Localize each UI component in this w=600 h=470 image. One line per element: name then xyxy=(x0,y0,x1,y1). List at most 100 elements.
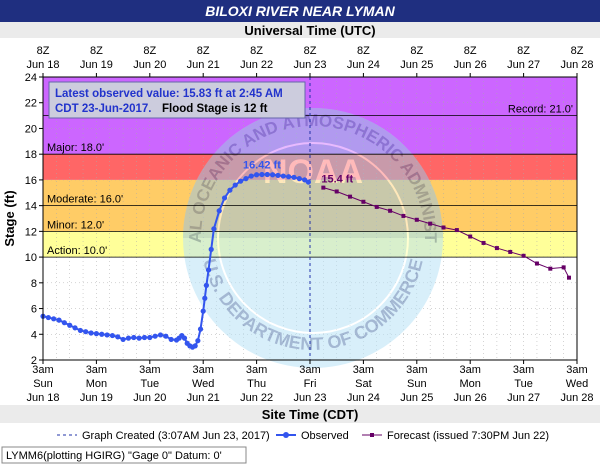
top-tick-label-utc: 8Z xyxy=(304,45,317,57)
y-tick-label: 12 xyxy=(25,226,37,238)
info-box-frame xyxy=(48,81,306,119)
observed-point xyxy=(99,331,105,337)
top-tick-label-date: Jun 23 xyxy=(293,59,326,71)
observed-point xyxy=(286,174,292,180)
forecast-point xyxy=(566,275,571,280)
top-tick-label-utc: 8Z xyxy=(571,45,584,57)
bottom-axis: 3am Sun Jun 18 3am Mon Jun 19 3am Tue Jun 20 3am W… xyxy=(26,360,594,404)
observed-point xyxy=(254,172,260,178)
info-box: Latest observed value: 15.83 ft at 2:45 … xyxy=(48,81,306,119)
bottom-tick-label-time: 3am xyxy=(192,364,213,376)
observed-point xyxy=(280,173,286,179)
top-tick-label-date: Jun 20 xyxy=(133,59,166,71)
bottom-tick-label-date: Jun 27 xyxy=(507,392,540,404)
flood-levels: Action: 10.0' Minor: 12.0' Moderate: 16.0'… xyxy=(43,104,577,258)
observed-point xyxy=(203,282,210,288)
top-tick-label-utc: 8Z xyxy=(37,45,50,57)
flood-label-1: Minor: 12.0' xyxy=(47,219,104,231)
forecast-point xyxy=(321,185,326,190)
observed-point xyxy=(93,331,99,337)
observed-point xyxy=(168,336,174,343)
forecast-point xyxy=(508,249,513,254)
observed-point xyxy=(195,338,201,344)
observed-point xyxy=(227,187,233,193)
bottom-tick-label-date: Jun 19 xyxy=(80,392,113,404)
bottom-tick-label-day: Mon xyxy=(86,378,107,390)
y-tick-label: 18 xyxy=(25,149,37,161)
legend: Graph Created (3:07AM Jun 23, 2017) Obser… xyxy=(57,430,549,442)
forecast-point xyxy=(401,213,406,218)
top-axis-band xyxy=(0,22,600,38)
observed-point xyxy=(221,195,228,201)
y-tick-label: 8 xyxy=(31,278,37,290)
y-tick-label: 16 xyxy=(25,175,37,187)
top-tick-label-utc: 8Z xyxy=(357,45,370,57)
observed-point xyxy=(152,333,158,339)
bottom-tick-label-time: 3am xyxy=(139,364,160,376)
observed-point xyxy=(136,335,142,341)
bottom-tick-label-date: Jun 26 xyxy=(454,392,487,404)
footer-datum-text: LYMM6(plotting HGIRG) "Gage 0" Datum: 0' xyxy=(6,450,222,462)
observed-point xyxy=(109,332,116,339)
info-box-line2b: Flood Stage is 12 ft xyxy=(162,103,268,115)
forecast-line xyxy=(323,187,570,278)
observed-point xyxy=(211,226,217,232)
legend-forecast-label: Forecast (issued 7:30PM Jun 22) xyxy=(387,430,549,442)
top-tick-label-utc: 8Z xyxy=(250,45,263,57)
y-axis-label: Stage (ft) xyxy=(2,190,17,246)
bottom-tick-label-day: Tue xyxy=(141,378,160,390)
top-tick-label-date: Jun 26 xyxy=(454,59,487,71)
legend-observed-marker xyxy=(283,432,289,438)
bottom-tick-label-day: Thu xyxy=(247,378,266,390)
bottom-tick-label-date: Jun 22 xyxy=(240,392,273,404)
observed-point xyxy=(72,325,78,331)
flood-label-3: Major: 18.0' xyxy=(47,142,104,154)
bottom-tick-label-time: 3am xyxy=(566,364,587,376)
bottom-tick-label-time: 3am xyxy=(513,364,534,376)
y-tick-label: 10 xyxy=(25,252,37,264)
observed-point xyxy=(157,332,164,338)
bottom-tick-label-date: Jun 21 xyxy=(187,392,220,404)
y-tick-label: 24 xyxy=(25,72,37,84)
observed-series xyxy=(40,171,311,350)
forecast-point xyxy=(481,240,486,245)
top-tick-label-utc: 8Z xyxy=(90,45,103,57)
observed-point xyxy=(67,322,73,328)
observed-point xyxy=(83,329,89,335)
observed-point xyxy=(163,333,169,339)
y-tick-label: 2 xyxy=(31,355,37,367)
bottom-tick-label-day: Tue xyxy=(514,378,533,390)
observed-peak-label: 16.42 ft xyxy=(243,160,281,172)
y-tick-label: 22 xyxy=(25,98,37,110)
top-tick-label-date: Jun 18 xyxy=(26,59,59,71)
forecast-point xyxy=(454,228,459,233)
observed-point xyxy=(232,182,238,188)
bottom-tick-label-day: Fri xyxy=(304,378,317,390)
forecast-point xyxy=(521,253,526,258)
observed-point xyxy=(61,320,67,326)
y-tick-label: 20 xyxy=(25,123,37,135)
observed-point xyxy=(237,178,244,184)
top-tick-label-date: Jun 21 xyxy=(187,59,220,71)
bottom-tick-label-time: 3am xyxy=(406,364,427,376)
forecast-point xyxy=(441,225,446,230)
legend-created-label: Graph Created (3:07AM Jun 23, 2017) xyxy=(82,430,270,442)
observed-point xyxy=(181,335,188,341)
flood-label-2: Moderate: 16.0' xyxy=(47,194,123,206)
observed-point xyxy=(77,327,83,334)
observed-point xyxy=(200,308,206,314)
info-box-line1: Latest observed value: 15.83 ft at 2:45 … xyxy=(55,88,283,100)
top-tick-label-date: Jun 27 xyxy=(507,59,540,71)
legend-observed-label: Observed xyxy=(301,430,349,442)
observed-point xyxy=(202,295,208,301)
bottom-tick-label-day: Wed xyxy=(192,378,214,390)
bottom-tick-label-time: 3am xyxy=(246,364,267,376)
top-tick-label-date: Jun 24 xyxy=(347,59,380,71)
observed-point xyxy=(259,171,265,178)
observed-point xyxy=(141,334,148,341)
observed-point xyxy=(56,317,62,323)
top-tick-label-utc: 8Z xyxy=(517,45,530,57)
top-tick-label-utc: 8Z xyxy=(197,45,210,57)
top-axis-label: Universal Time (UTC) xyxy=(244,23,375,38)
